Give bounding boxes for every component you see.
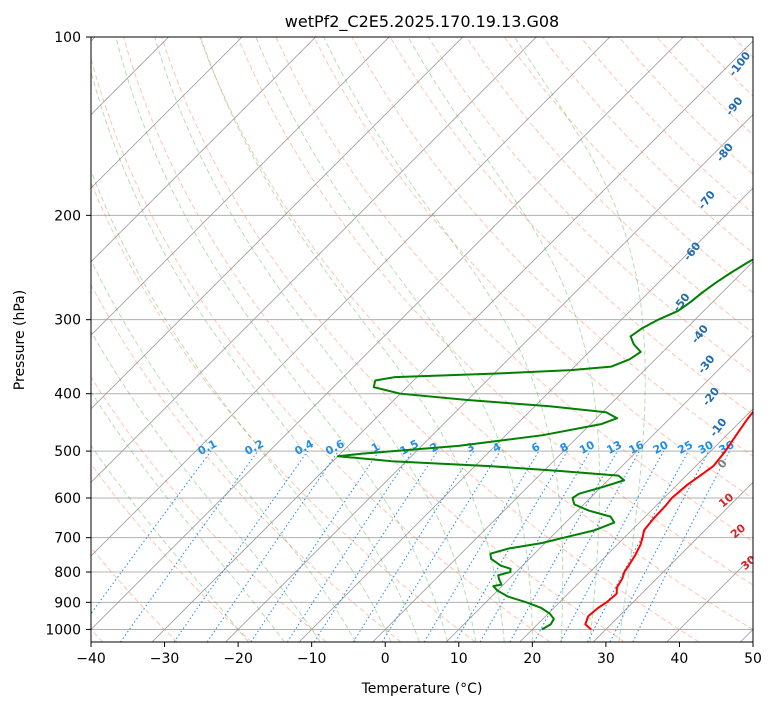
y-tick-label: 400 [54, 387, 81, 403]
x-tick-label: 20 [523, 651, 541, 667]
mixing-ratio-label: 30 [696, 438, 716, 457]
moist-adiabat-0 [91, 169, 392, 642]
y-tick-label: 600 [54, 491, 81, 507]
moist-adiabat-20 [255, 37, 534, 642]
isotherm-0 [372, 261, 753, 642]
isotherm--60 [91, 37, 537, 483]
dry-adiabat-80 [313, 37, 753, 500]
x-tick-label: −10 [297, 651, 327, 667]
sounding-series [336, 258, 753, 631]
dry-adiabat-50 [199, 37, 753, 631]
mixing-ratio-line-13 [509, 450, 618, 642]
moist-adiabat--10 [91, 330, 321, 642]
moist-adiabat-lines [91, 37, 646, 642]
dewpoint-profile-line [336, 258, 753, 631]
mixing-ratio-label: 10 [577, 438, 597, 457]
isotherm--70 [91, 37, 464, 410]
isobar-grid [91, 37, 753, 630]
isotherm--20 [225, 113, 753, 642]
x-tick-label: 50 [744, 651, 762, 667]
mixing-ratio-line-1.5 [286, 450, 414, 642]
dry-adiabat-60 [237, 37, 753, 586]
x-tick-label: 40 [671, 651, 689, 667]
mixing-ratio-line-2 [313, 450, 438, 642]
mixing-ratio-lines [91, 450, 730, 642]
y-tick-label: 200 [54, 208, 81, 224]
mixing-ratio-label: 25 [675, 438, 695, 457]
y-tick-label: 800 [54, 565, 81, 581]
x-axis-ticks: −40 −30 −20 −10 0 10 20 30 40 50 [76, 642, 762, 667]
mixing-ratio-line-1 [250, 450, 380, 642]
mixing-ratio-line-0.2 [120, 450, 259, 642]
mixing-ratio-line-0.6 [206, 450, 339, 642]
isotherm--50 [91, 37, 611, 557]
mixing-ratio-line-0.1 [91, 450, 212, 615]
moist-adiabat-12 [154, 37, 477, 642]
moist-adiabat-32 [514, 37, 646, 642]
x-tick-label: 30 [597, 651, 615, 667]
mixing-ratio-line-20 [560, 450, 665, 642]
y-tick-label: 300 [54, 313, 81, 329]
moist-adiabat-8 [115, 37, 449, 642]
mixing-ratio-label: 20 [651, 438, 671, 457]
y-tick-label: 1000 [45, 622, 81, 638]
moist-adiabat--5 [91, 259, 357, 642]
y-tick-label: 100 [54, 30, 81, 46]
x-tick-label: −30 [150, 651, 180, 667]
dry-adiabat--30 [91, 546, 178, 642]
x-tick-label: 10 [450, 651, 468, 667]
isotherm--80 [91, 37, 390, 336]
moist-adiabat-24 [323, 37, 564, 642]
isotherm--90 [91, 37, 316, 263]
mixing-ratio-line-36 [632, 450, 730, 642]
dry-adiabat-40 [161, 37, 700, 642]
mixing-ratio-label: 13 [604, 438, 624, 457]
x-tick-label: 0 [381, 651, 390, 667]
temperature-profile-line [584, 410, 753, 631]
y-axis-ticks: 1000 900 800 700 600 500 400 300 200 100 [45, 30, 91, 638]
mixing-ratio-line-0.4 [173, 450, 309, 642]
moist-adiabat-16 [200, 37, 505, 642]
chart-title: wetPf2_C2E5.2025.170.19.13.G08 [285, 12, 559, 32]
y-axis-title: Pressure (hPa) [12, 290, 28, 390]
dry-adiabat-100 [389, 37, 753, 416]
dry-adiabat-130 [504, 37, 753, 294]
isotherm--30 [151, 40, 753, 642]
mixing-ratio-line-4 [381, 450, 501, 642]
dry-adiabat--10 [91, 376, 327, 642]
isotherm-lines [91, 37, 753, 642]
x-tick-label: −40 [76, 651, 106, 667]
dry-adiabat-30 [122, 37, 625, 642]
dry-adiabat--20 [91, 463, 253, 642]
dry-adiabat-10 [91, 181, 476, 642]
isotherm--100 [91, 37, 243, 189]
isotherm--40 [91, 37, 684, 631]
dry-adiabat-20 [91, 56, 551, 642]
dry-adiabat-label: 40 [752, 584, 772, 604]
plot-frame [90, 36, 754, 643]
dry-adiabat-lines [91, 37, 753, 642]
isotherm-20 [519, 408, 753, 642]
y-tick-label: 500 [54, 444, 81, 460]
isotherm-30 [593, 481, 753, 642]
x-axis-title: Temperature (°C) [361, 681, 483, 697]
moist-adiabat--20 [91, 444, 249, 642]
dry-adiabat-0 [91, 283, 402, 642]
mixing-ratio-label: 16 [627, 438, 647, 457]
plot-area: 0.1 0.2 0.4 0.6 1 1.5 2 3 4 6 8 10 13 16 20 25 30 36-100-… [91, 37, 772, 642]
moist-adiabat-4 [91, 69, 420, 642]
dry-adiabat-120 [465, 37, 753, 334]
y-tick-label: 700 [54, 531, 81, 547]
x-tick-label: −20 [223, 651, 253, 667]
isotherm--10 [298, 187, 753, 642]
mixing-ratio-line-16 [533, 450, 640, 642]
y-tick-label: 900 [54, 595, 81, 611]
